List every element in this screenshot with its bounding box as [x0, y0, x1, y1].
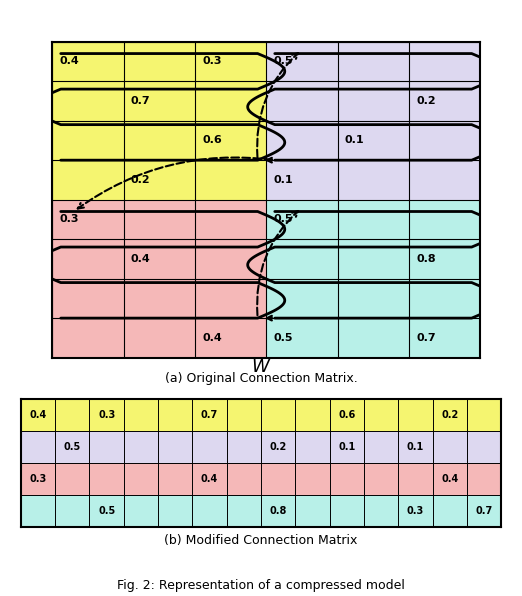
Bar	[266, 42, 480, 200]
Text: 0.4: 0.4	[441, 474, 458, 485]
Bar	[266, 200, 480, 358]
Text: 0.1: 0.1	[338, 442, 355, 452]
Text: 0.7: 0.7	[201, 410, 218, 420]
Text: 0.3: 0.3	[60, 215, 79, 225]
Bar	[21, 464, 501, 495]
Text: 0.5: 0.5	[64, 442, 81, 452]
Text: 0.4: 0.4	[202, 333, 222, 343]
Text: 0.4: 0.4	[29, 410, 46, 420]
Text: 0.2: 0.2	[416, 96, 436, 106]
Text: 0.2: 0.2	[130, 175, 150, 185]
Bar	[52, 200, 266, 358]
Text: 0.3: 0.3	[29, 474, 46, 485]
Text: (a) Original Connection Matrix.: (a) Original Connection Matrix.	[164, 372, 358, 385]
Text: 0.7: 0.7	[476, 507, 493, 517]
Text: 0.3: 0.3	[98, 410, 115, 420]
Text: 0.4: 0.4	[60, 57, 79, 67]
Bar	[21, 432, 501, 464]
Text: Fig. 2: Representation of a compressed model: Fig. 2: Representation of a compressed m…	[117, 579, 405, 592]
Text: 0.1: 0.1	[274, 175, 293, 185]
Text: 0.2: 0.2	[269, 442, 287, 452]
Text: 0.1: 0.1	[345, 135, 364, 145]
Text: 0.3: 0.3	[407, 507, 424, 517]
Text: 0.8: 0.8	[416, 254, 436, 264]
Text: (b) Modified Connection Matrix: (b) Modified Connection Matrix	[164, 534, 358, 547]
Text: 0.1: 0.1	[407, 442, 424, 452]
Text: 0.5: 0.5	[274, 333, 293, 343]
Text: 0.6: 0.6	[202, 135, 222, 145]
Text: 0.7: 0.7	[416, 333, 436, 343]
Text: 0.3: 0.3	[202, 57, 221, 67]
Text: 0.4: 0.4	[201, 474, 218, 485]
Bar	[21, 399, 501, 432]
Text: 0.4: 0.4	[130, 254, 150, 264]
Bar	[21, 495, 501, 527]
Text: 0.8: 0.8	[269, 507, 287, 517]
Text: 0.2: 0.2	[441, 410, 458, 420]
Bar	[52, 42, 266, 200]
Text: 0.6: 0.6	[338, 410, 355, 420]
Text: 0.5: 0.5	[274, 57, 293, 67]
Text: 0.7: 0.7	[130, 96, 150, 106]
Text: $W$: $W$	[251, 358, 271, 375]
Text: 0.5: 0.5	[98, 507, 115, 517]
Text: 0.5: 0.5	[274, 215, 293, 225]
